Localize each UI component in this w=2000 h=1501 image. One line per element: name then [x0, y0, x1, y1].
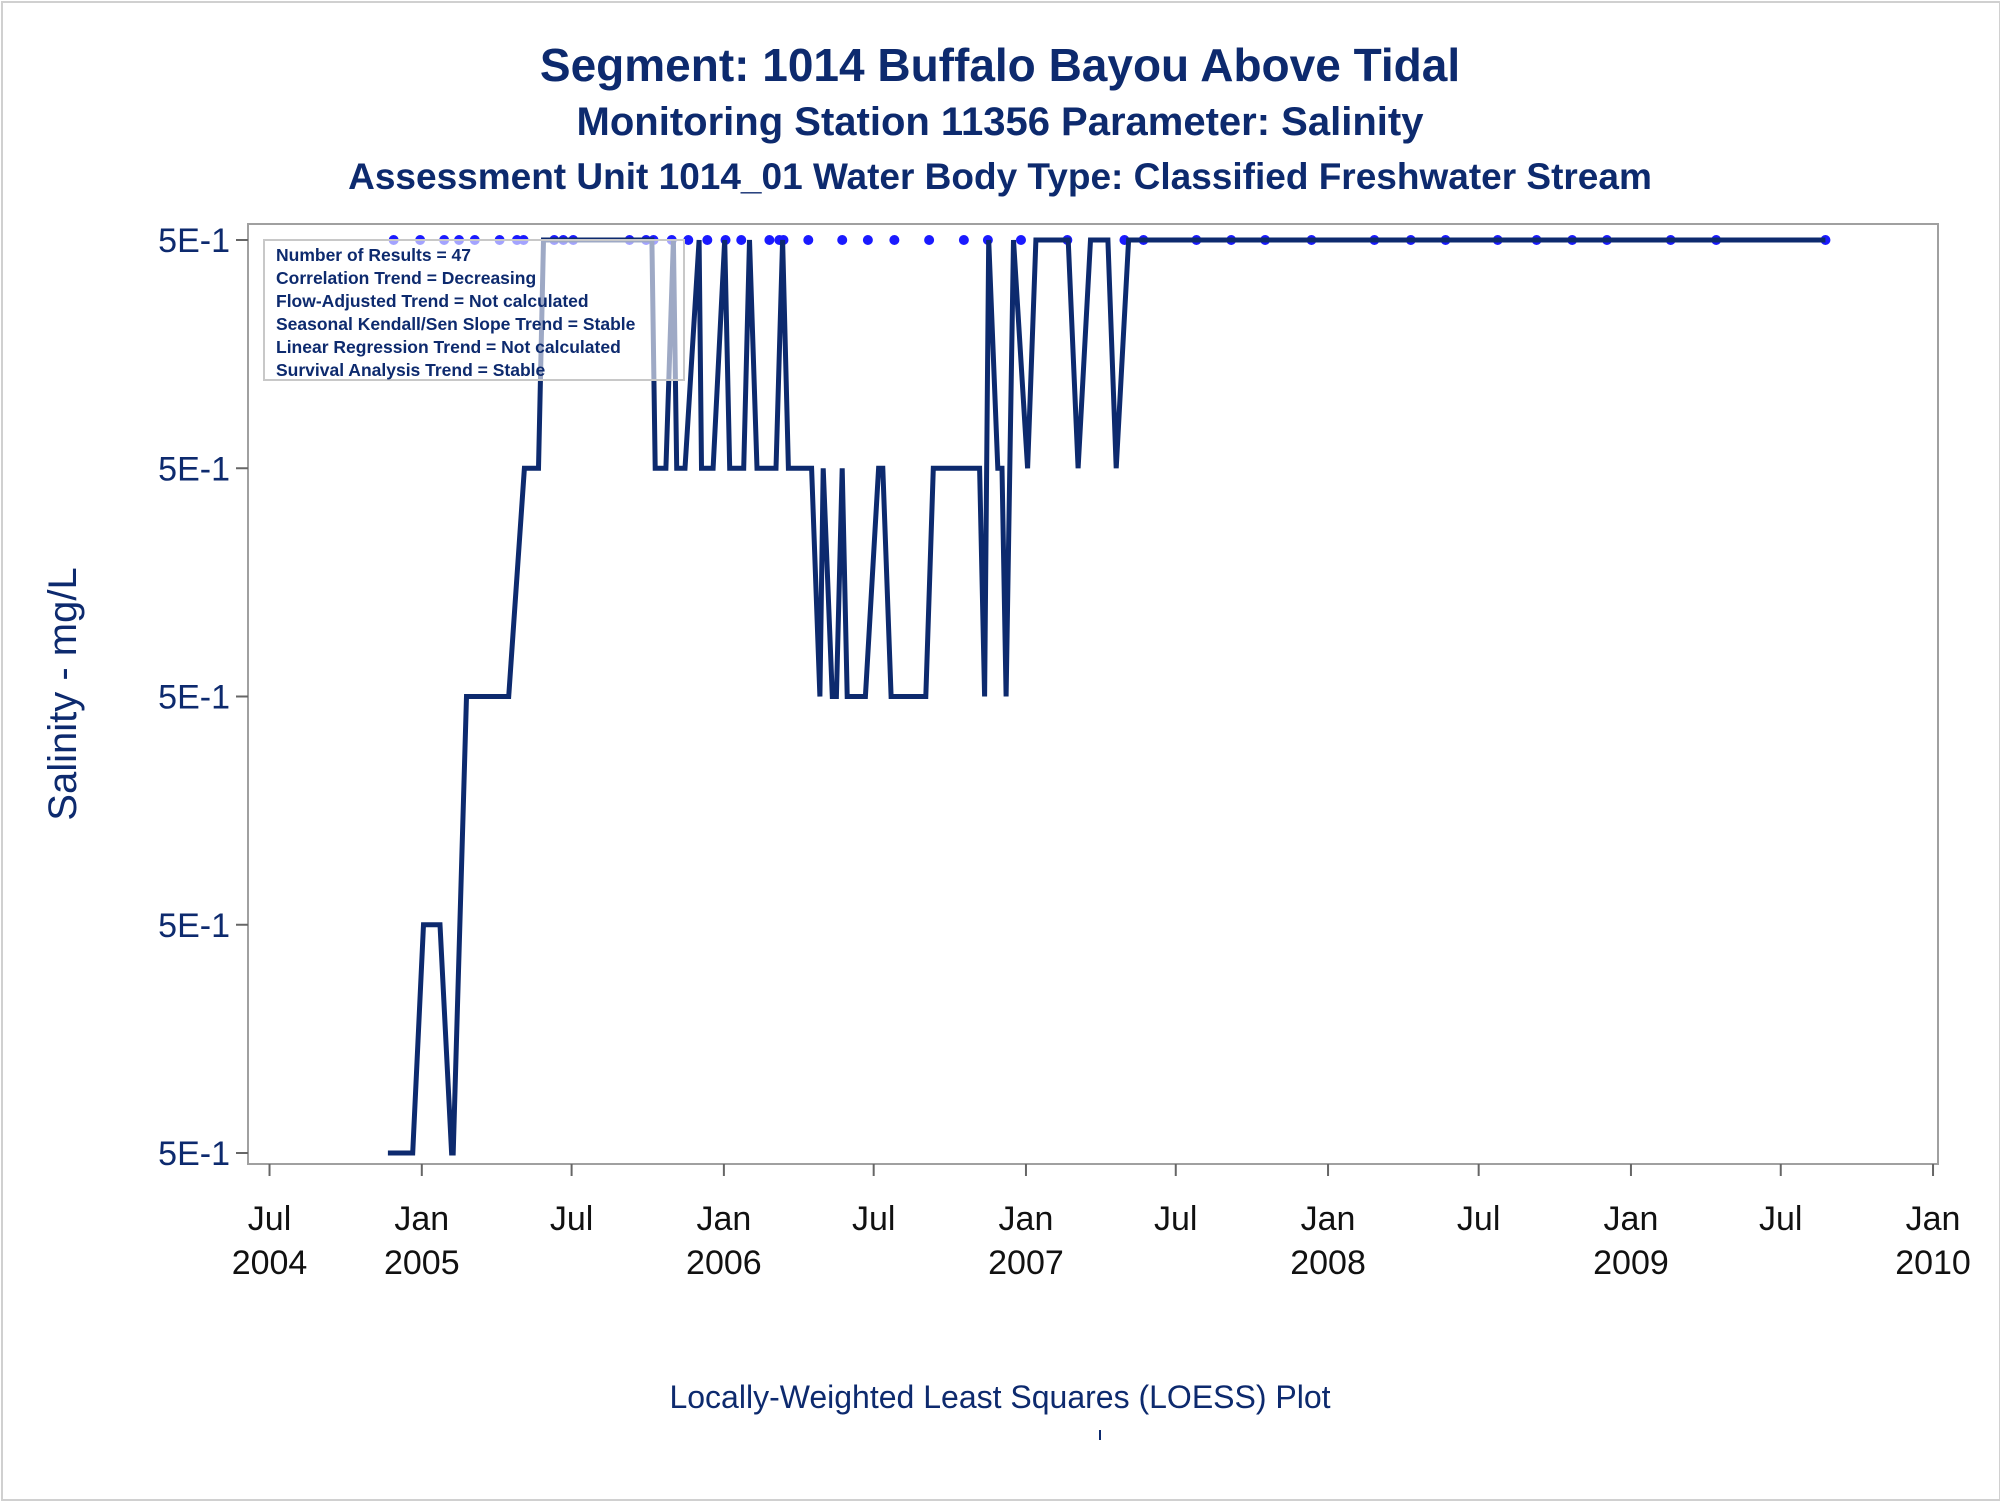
x-tick-label-month: Jan	[696, 1200, 751, 1238]
x-tick-label-month: Jul	[1457, 1200, 1500, 1238]
y-axis-label: Salinity - mg/L	[41, 567, 85, 820]
stats-line: Correlation Trend = Decreasing	[276, 268, 536, 288]
plot-area	[247, 223, 1939, 1165]
data-point	[958, 235, 969, 245]
stats-line: Seasonal Kendall/Sen Slope Trend = Stabl…	[276, 314, 636, 334]
x-tick-label-month: Jul	[1154, 1200, 1197, 1238]
x-tick-label-month: Jan	[1301, 1200, 1356, 1238]
y-tick-label: 5E-1	[158, 679, 230, 717]
data-point	[683, 235, 694, 245]
x-tick-label-year: 2006	[686, 1244, 762, 1282]
stats-line: Flow-Adjusted Trend = Not calculated	[276, 291, 589, 311]
x-tick-label-year: 2010	[1895, 1244, 1971, 1282]
data-point	[764, 235, 775, 245]
x-tick-label-year: 2005	[384, 1244, 460, 1282]
x-tick-label-year: 2004	[232, 1244, 308, 1282]
data-point	[1015, 235, 1026, 245]
y-tick-label: 5E-1	[158, 450, 230, 488]
chart-footnote: Locally-Weighted Least Squares (LOESS) P…	[669, 1379, 1331, 1415]
x-tick-label-year: 2009	[1593, 1244, 1669, 1282]
data-point	[862, 235, 873, 245]
x-tick-label-month: Jul	[1759, 1200, 1802, 1238]
footnote-mark	[1099, 1430, 1101, 1440]
data-point	[889, 235, 900, 245]
stats-box	[263, 239, 685, 381]
data-point	[702, 235, 713, 245]
stats-line: Survival Analysis Trend = Stable	[276, 360, 546, 380]
x-tick-label-year: 2007	[988, 1244, 1064, 1282]
x-tick-label-month: Jul	[248, 1200, 291, 1238]
data-point	[736, 235, 747, 245]
chart-title: Segment: 1014 Buffalo Bayou Above Tidal	[539, 39, 1461, 91]
chart-subtitle-assessment: Assessment Unit 1014_01 Water Body Type:…	[348, 156, 1652, 197]
x-tick-label-month: Jul	[550, 1200, 593, 1238]
x-tick-label-year: 2008	[1290, 1244, 1366, 1282]
stats-line: Linear Regression Trend = Not calculated	[276, 337, 621, 357]
data-point	[924, 235, 935, 245]
x-tick-label-month: Jan	[1906, 1200, 1961, 1238]
x-tick-label-month: Jul	[852, 1200, 895, 1238]
y-tick-label: 5E-1	[158, 1135, 230, 1173]
x-tick-label-month: Jan	[394, 1200, 449, 1238]
data-point	[803, 235, 814, 245]
x-tick-label-month: Jan	[999, 1200, 1054, 1238]
y-tick-label: 5E-1	[158, 222, 230, 260]
x-tick-label-month: Jan	[1604, 1200, 1659, 1238]
y-tick-label: 5E-1	[158, 907, 230, 945]
stats-line: Number of Results = 47	[276, 245, 471, 265]
chart-subtitle-station: Monitoring Station 11356 Parameter: Sali…	[576, 100, 1424, 144]
data-point	[837, 235, 848, 245]
